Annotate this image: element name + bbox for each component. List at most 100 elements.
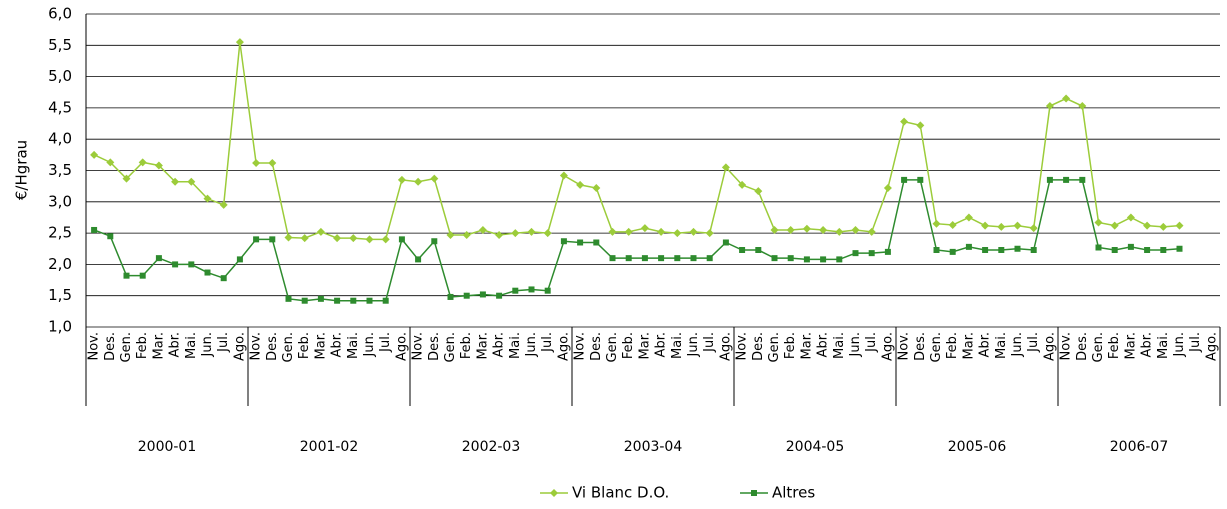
point [495,230,504,239]
x-tick-label: Gen. [1091,332,1106,362]
point [1094,218,1103,227]
x-tick-label: Nov. [411,332,426,361]
point [690,255,697,262]
point [982,247,989,254]
x-tick-label: Gen. [767,332,782,362]
point [674,255,681,262]
x-tick-label: Mar. [475,332,490,359]
y-axis-label: €/Hgrau [13,140,31,200]
point [203,194,212,203]
x-tick-label: Nov. [87,332,102,361]
point [316,227,325,236]
point [220,275,227,282]
point [836,256,843,263]
x-tick-label: Nov. [1059,332,1074,361]
x-tick-label: Mai. [994,332,1009,359]
x-tick-label: Nov. [735,332,750,361]
point [365,235,374,244]
point [397,175,406,184]
point [511,229,520,238]
x-tick-label: Des. [265,332,280,361]
x-tick-label: Ago. [556,332,571,361]
x-tick-label: Mai. [508,332,523,359]
x-tick-label: Mar. [151,332,166,359]
y-tick-label: 3,0 [48,192,72,210]
point [496,292,503,299]
point [300,234,309,243]
point [171,177,180,186]
point [253,236,260,243]
point [787,255,794,262]
point [155,255,162,262]
point [949,248,956,255]
x-tick-label: Jun. [686,332,701,357]
x-tick-label: Nov. [897,332,912,361]
y-tick-label: 6,0 [48,5,72,23]
y-tick-label: 1,0 [48,318,72,336]
x-tick-label: Jul. [216,332,231,353]
point [754,187,763,196]
x-tick-label: Abr. [330,332,345,357]
x-tick-label: Feb. [945,332,960,359]
point [414,177,423,186]
point [997,222,1006,231]
point [560,238,567,245]
x-tick-label: Ago. [880,332,895,361]
x-tick-label: Jun. [362,332,377,357]
point [770,225,779,234]
point [1029,224,1038,233]
x-tick-label: Feb. [1107,332,1122,359]
point [252,158,261,167]
point [722,239,729,246]
point [528,286,535,293]
point [204,269,211,276]
point [901,176,908,183]
point [219,200,228,209]
x-tick-label: Jun. [524,332,539,357]
x-tick-label: Jul. [702,332,717,353]
point [786,225,795,234]
point [964,213,973,222]
point [1144,247,1151,254]
point [1143,221,1152,230]
x-tick-label: Gen. [119,332,134,362]
point [576,180,585,189]
point [868,250,875,257]
series-line [93,42,1180,241]
point [917,176,924,183]
point [172,261,179,268]
y-tick-label: 2,5 [48,224,72,242]
x-tick-label: Gen. [605,332,620,362]
y-tick-label: 2,0 [48,255,72,273]
point [1095,244,1102,251]
point [819,225,828,234]
point [154,161,163,170]
group-label: 2005-06 [948,439,1007,455]
point [981,221,990,230]
x-tick-label: Feb. [621,332,636,359]
point [705,229,714,238]
point [803,256,810,263]
x-tick-label: Mar. [1123,332,1138,359]
point [658,255,665,262]
x-tick-label: Feb. [783,332,798,359]
point [301,297,308,304]
legend-label: Altres [772,484,815,502]
point [1126,213,1135,222]
point [350,297,357,304]
point [527,227,536,236]
point [577,239,584,246]
point [884,248,891,255]
point [721,163,730,172]
point [1160,247,1167,254]
point [689,227,698,236]
point [122,174,131,183]
x-tick-label: Jul. [864,332,879,353]
group-label: 2002-03 [462,439,521,455]
x-tick-label: Mai. [1156,332,1171,359]
x-tick-label: Jun. [1172,332,1187,357]
x-tick-label: Mai. [346,332,361,359]
point [106,158,115,167]
point [268,158,277,167]
point [916,121,925,130]
